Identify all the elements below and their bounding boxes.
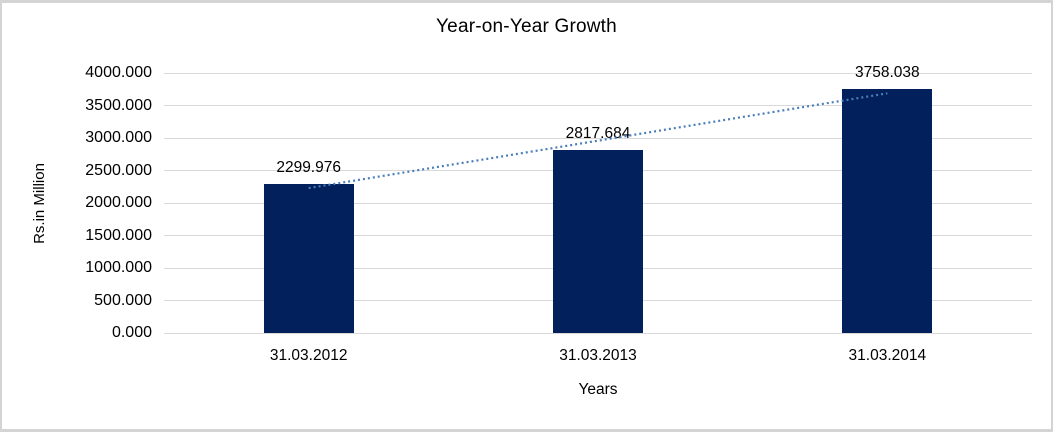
y-axis-tick-label: 1500.000 (85, 226, 152, 244)
data-label: 3758.038 (855, 63, 920, 81)
y-axis-tick-label: 3000.000 (85, 129, 152, 146)
y-axis-tick-label: 0.000 (111, 324, 152, 341)
data-label: 2817.684 (565, 124, 631, 142)
y-axis-tick-label: 2500.000 (85, 161, 152, 179)
bar (842, 88, 933, 333)
x-axis-tick-label: 31.03.2013 (559, 347, 637, 364)
y-axis-tick-label: 4000.000 (85, 64, 152, 81)
x-axis-tick-label: 31.03.2012 (269, 347, 348, 364)
y-axis-tick-label: 2000.000 (85, 194, 152, 211)
chart-title: Year-on-Year Growth (436, 16, 617, 37)
gridline (164, 72, 1032, 74)
y-axis-tick-label: 1000.000 (85, 259, 152, 276)
x-axis-title: Years (578, 381, 618, 398)
bar (553, 149, 643, 333)
y-axis-tick-label: 3500.000 (85, 96, 152, 114)
y-axis-tick-label: 500.000 (94, 291, 152, 309)
data-label: 2299.976 (276, 158, 341, 176)
x-axis-tick-label: 31.03.2014 (848, 347, 927, 364)
gridline (164, 332, 1032, 334)
bar (263, 183, 354, 333)
